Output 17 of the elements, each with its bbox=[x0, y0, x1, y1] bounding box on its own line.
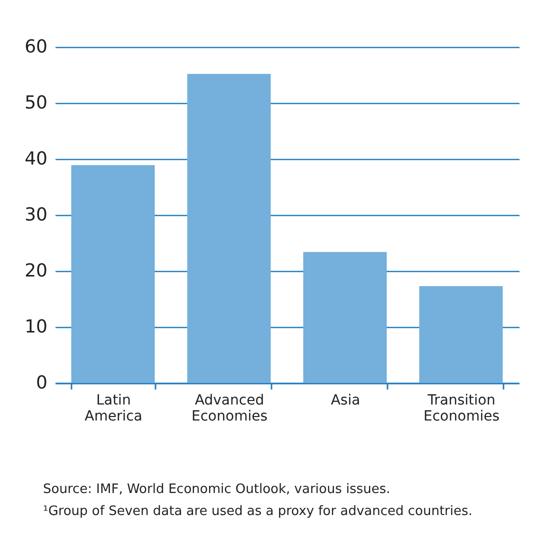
y-tick-label: 10 bbox=[24, 316, 48, 338]
x-tick-label: Advanced Economies bbox=[192, 392, 268, 424]
text: ¹Group of Seven data are used as a proxy for advanced countries. bbox=[43, 504, 472, 519]
bar bbox=[71, 165, 155, 383]
x-tick-label: Transition Economies bbox=[424, 392, 500, 424]
source-note: Source: IMF, World Economic Outlook, various issues. bbox=[43, 482, 390, 497]
bar bbox=[187, 74, 271, 383]
x-tick-label: Asia bbox=[330, 392, 360, 408]
y-tick-label: 60 bbox=[24, 36, 48, 58]
y-tick-label: 50 bbox=[24, 92, 48, 114]
bar bbox=[303, 252, 387, 383]
y-tick-label: 40 bbox=[24, 148, 48, 170]
y-tick-label: 30 bbox=[24, 204, 48, 226]
bar bbox=[419, 286, 503, 383]
y-tick-label: 0 bbox=[36, 372, 48, 394]
y-tick-label: 20 bbox=[24, 260, 48, 282]
x-tick-label: Latin America bbox=[84, 392, 142, 424]
